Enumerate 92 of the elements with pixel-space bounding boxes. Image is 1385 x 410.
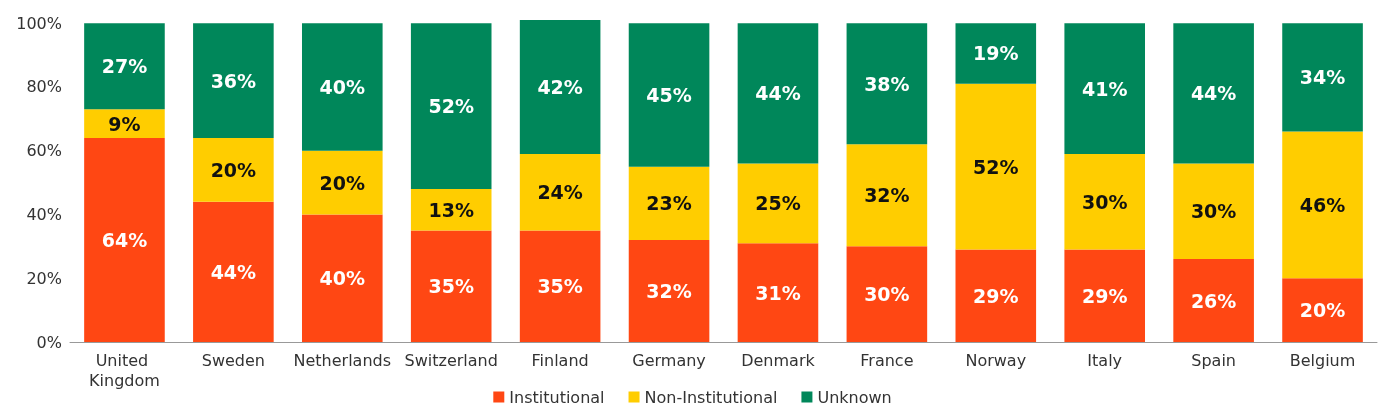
bar	[737, 243, 819, 342]
y-tick-label: 100%	[16, 13, 62, 33]
bar	[84, 109, 165, 138]
data-label: 40%	[319, 267, 366, 290]
y-tick-label: 60%	[26, 141, 62, 161]
bar	[301, 150, 383, 215]
data-label: 35%	[537, 275, 583, 298]
bar	[846, 23, 928, 145]
x-tick-label: Denmark	[741, 350, 816, 370]
legend-label: Non-Institutional	[644, 387, 778, 407]
data-label: 41%	[1081, 77, 1128, 100]
y-tick-label: 80%	[26, 77, 62, 97]
bar	[1064, 153, 1146, 250]
bar	[955, 83, 1037, 250]
bar	[519, 153, 601, 231]
data-label: 40%	[319, 75, 366, 98]
bar	[628, 23, 710, 167]
legend-label: Institutional	[509, 387, 605, 407]
data-label: 64%	[101, 228, 148, 251]
bar	[846, 246, 928, 342]
data-label: 44%	[755, 82, 801, 105]
data-label: 34%	[1299, 66, 1346, 89]
x-tick-label: Sweden	[201, 350, 265, 370]
data-label: 31%	[755, 281, 801, 304]
bar	[737, 23, 819, 164]
x-tick-label: Norway	[965, 350, 1027, 370]
x-tick-label: France	[860, 350, 914, 370]
data-label: 20%	[319, 171, 366, 194]
bar	[1064, 23, 1146, 154]
bar	[519, 230, 601, 342]
data-label: 30%	[864, 283, 910, 306]
data-label: 20%	[1299, 299, 1346, 322]
bar	[301, 214, 383, 342]
bar	[737, 163, 819, 244]
data-label: 45%	[646, 83, 692, 106]
bar	[519, 20, 601, 154]
bar	[628, 239, 710, 342]
data-label: 46%	[1299, 193, 1346, 216]
x-tick-label: United Kingdom	[89, 350, 160, 390]
bar	[301, 23, 383, 151]
data-label: 52%	[973, 155, 1019, 178]
data-label: 29%	[1081, 284, 1128, 307]
bar	[84, 137, 165, 342]
data-label: 30%	[1081, 190, 1128, 213]
data-label: 29%	[973, 284, 1019, 307]
data-label: 44%	[1190, 82, 1237, 105]
data-label: 9%	[108, 112, 141, 135]
data-label: 32%	[864, 184, 910, 207]
data-label: 42%	[537, 75, 583, 98]
data-label: 26%	[1190, 289, 1237, 312]
bar	[410, 230, 492, 342]
x-tick-label: Germany	[632, 350, 706, 370]
y-tick-label: 20%	[26, 268, 62, 288]
data-label: 27%	[101, 55, 148, 78]
bar	[1282, 131, 1363, 279]
bar	[1282, 278, 1363, 342]
bar	[193, 201, 274, 342]
x-tick-label: Spain	[1191, 350, 1236, 370]
data-label: 23%	[646, 192, 692, 215]
data-label: 36%	[210, 69, 257, 92]
data-label: 24%	[537, 181, 583, 204]
x-tick-label: Belgium	[1289, 350, 1356, 370]
bar	[410, 23, 492, 189]
bar	[1282, 23, 1363, 132]
bar	[1173, 23, 1254, 164]
data-label: 32%	[646, 279, 692, 302]
bar	[955, 23, 1037, 84]
data-label: 20%	[210, 158, 257, 181]
legend-label: Unknown	[817, 387, 892, 407]
bar	[84, 23, 165, 110]
bar	[628, 166, 710, 240]
x-tick-label: Finland	[531, 350, 589, 370]
data-label: 38%	[864, 72, 910, 95]
y-tick-label: 40%	[26, 204, 62, 224]
x-tick-label: Italy	[1087, 350, 1123, 370]
bar	[955, 249, 1037, 342]
data-label: 30%	[1190, 200, 1237, 223]
x-tick-label: Netherlands	[293, 350, 392, 370]
bar	[1064, 249, 1146, 342]
data-label: 35%	[428, 275, 474, 298]
data-label: 44%	[210, 260, 257, 283]
data-label: 19%	[973, 42, 1019, 65]
data-label: 13%	[428, 198, 474, 221]
bar	[193, 23, 274, 138]
data-label: 52%	[428, 95, 474, 118]
x-tick-label: Switzerland	[404, 350, 498, 370]
bar	[1173, 163, 1254, 260]
y-tick-label: 0%	[36, 332, 62, 352]
data-label: 25%	[755, 192, 801, 215]
bar	[846, 144, 928, 247]
bar	[193, 137, 274, 202]
bar	[1173, 259, 1254, 342]
